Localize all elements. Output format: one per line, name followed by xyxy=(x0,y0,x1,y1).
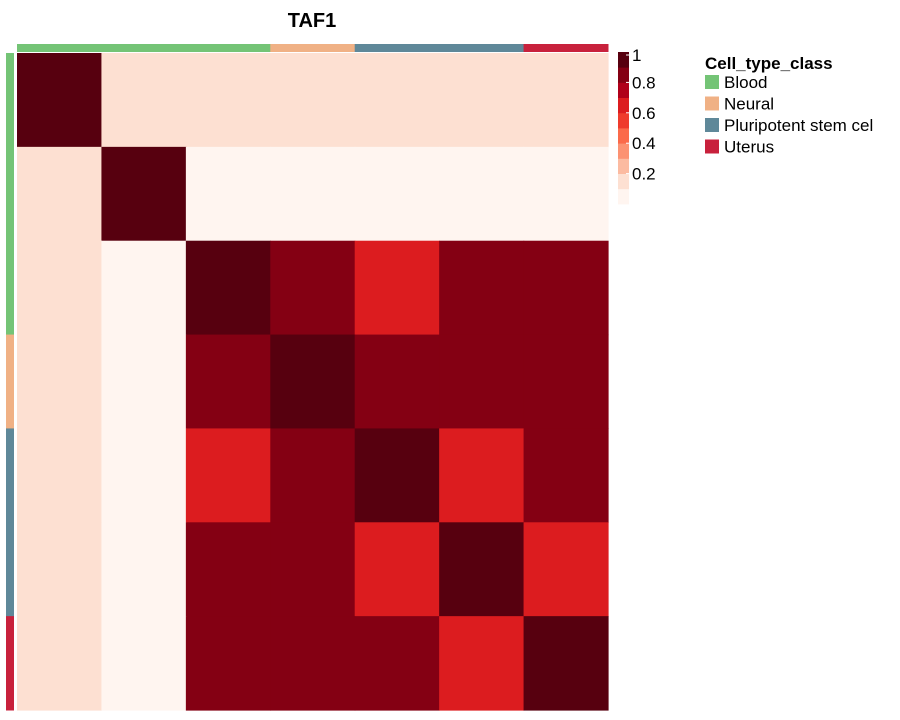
left-annotation-cell-1 xyxy=(6,146,14,242)
heatmap-cell-0-2 xyxy=(185,53,271,148)
top-annotation-cell-4 xyxy=(354,44,440,52)
heatmap-cells xyxy=(17,53,609,711)
heatmap-cell-3-5 xyxy=(439,334,525,430)
left-annotation-cell-6 xyxy=(6,616,14,711)
legend-items: Blood Neural Pluripotent stem cel Uterus xyxy=(705,73,873,157)
heatmap-cell-0-6 xyxy=(523,53,609,148)
top-annotation-cell-0 xyxy=(17,44,102,52)
colorbar-segment-6 xyxy=(618,97,629,114)
heatmap-cell-3-2 xyxy=(185,334,271,430)
top-annotation-cell-3 xyxy=(270,44,356,52)
heatmap-cell-6-0 xyxy=(17,616,103,711)
heatmap-cell-2-0 xyxy=(17,240,103,336)
left-annotation-cell-4 xyxy=(6,428,14,523)
heatmap-cell-1-0 xyxy=(17,146,103,242)
legend-label-3: Uterus xyxy=(724,138,774,157)
colorbar-tick-label-4: 0.2 xyxy=(632,165,656,184)
left-annotation-cell-2 xyxy=(6,240,14,336)
top-annotation-cell-6 xyxy=(523,44,609,52)
heatmap-cell-2-2 xyxy=(185,240,271,336)
colorbar-tick-label-0: 1 xyxy=(632,46,641,65)
colorbar-segment-5 xyxy=(618,112,629,129)
colorbar-segment-9 xyxy=(618,52,629,68)
heatmap-cell-1-4 xyxy=(354,146,440,242)
heatmap-cell-3-0 xyxy=(17,334,103,430)
left-annotation-bar xyxy=(6,53,14,711)
colorbar-tick-label-2: 0.6 xyxy=(632,104,656,123)
heatmap-cell-5-5 xyxy=(439,522,525,617)
heatmap-cell-4-2 xyxy=(185,428,271,523)
heatmap-cell-1-5 xyxy=(439,146,525,242)
heatmap-cell-6-6 xyxy=(523,616,609,711)
heatmap-cell-5-3 xyxy=(270,522,356,617)
heatmap-cell-5-1 xyxy=(101,522,187,617)
heatmap-cell-2-5 xyxy=(439,240,525,336)
colorbar-segment-4 xyxy=(618,128,629,144)
heatmap-cell-0-5 xyxy=(439,53,525,148)
colorbar-ticks: 1 0.8 0.6 0.4 0.2 xyxy=(626,46,656,184)
colorbar-segment-0 xyxy=(618,188,629,205)
heatmap-cell-6-3 xyxy=(270,616,356,711)
heatmap-cell-3-3 xyxy=(270,334,356,430)
heatmap-cell-6-4 xyxy=(354,616,440,711)
colorbar-segment-7 xyxy=(618,82,629,98)
legend: Cell_type_class Blood Neural Pluripotent s… xyxy=(705,54,873,157)
heatmap-cell-0-4 xyxy=(354,53,440,148)
heatmap-cell-6-2 xyxy=(185,616,271,711)
heatmap-cell-4-0 xyxy=(17,428,103,523)
heatmap-cell-1-2 xyxy=(185,146,271,242)
legend-swatch-1 xyxy=(705,96,719,111)
colorbar-segment-1 xyxy=(618,173,629,190)
legend-label-1: Neural xyxy=(724,95,774,114)
heatmap-cell-3-4 xyxy=(354,334,440,430)
colorbar-segment-8 xyxy=(618,67,629,83)
top-annotation-cell-5 xyxy=(439,44,525,52)
heatmap-cell-6-5 xyxy=(439,616,525,711)
heatmap-cell-0-0 xyxy=(17,53,103,148)
colorbar-segment-2 xyxy=(618,158,629,174)
top-annotation-cell-2 xyxy=(185,44,271,52)
colorbar-segment-3 xyxy=(618,143,629,159)
heatmap-cell-2-1 xyxy=(101,240,187,336)
heatmap-cell-0-1 xyxy=(101,53,187,148)
heatmap-cell-6-1 xyxy=(101,616,187,711)
heatmap-cell-5-0 xyxy=(17,522,103,617)
legend-swatch-0 xyxy=(705,75,719,89)
colorbar-tick-label-3: 0.4 xyxy=(632,134,656,153)
heatmap-cell-2-3 xyxy=(270,240,356,336)
heatmap-cell-1-3 xyxy=(270,146,356,242)
heatmap-cell-1-6 xyxy=(523,146,609,242)
legend-label-0: Blood xyxy=(724,73,767,92)
heatmap-cell-4-5 xyxy=(439,428,525,523)
left-annotation-cell-5 xyxy=(6,522,14,617)
heatmap-cell-4-6 xyxy=(523,428,609,523)
left-annotation-cell-0 xyxy=(6,53,14,148)
heatmap-cell-5-2 xyxy=(185,522,271,617)
colorbar xyxy=(618,52,629,205)
legend-title: Cell_type_class xyxy=(705,54,833,73)
heatmap-cell-4-3 xyxy=(270,428,356,523)
legend-swatch-3 xyxy=(705,139,719,154)
top-annotation-cell-1 xyxy=(101,44,187,52)
top-annotation-bar xyxy=(17,44,609,52)
heatmap-cell-1-1 xyxy=(101,146,187,242)
heatmap-cell-5-6 xyxy=(523,522,609,617)
heatmap-cell-3-6 xyxy=(523,334,609,430)
heatmap-cell-0-3 xyxy=(270,53,356,148)
legend-swatch-2 xyxy=(705,118,719,132)
heatmap-cell-2-4 xyxy=(354,240,440,336)
heatmap-cell-4-1 xyxy=(101,428,187,523)
heatmap-cell-4-4 xyxy=(354,428,440,523)
left-annotation-cell-3 xyxy=(6,334,14,429)
heatmap-cell-2-6 xyxy=(523,240,609,336)
heatmap-cell-5-4 xyxy=(354,522,440,617)
chart-title: TAF1 xyxy=(288,10,337,32)
legend-label-2: Pluripotent stem cel xyxy=(724,116,873,135)
heatmap-cell-3-1 xyxy=(101,334,187,430)
colorbar-tick-label-1: 0.8 xyxy=(632,73,656,92)
